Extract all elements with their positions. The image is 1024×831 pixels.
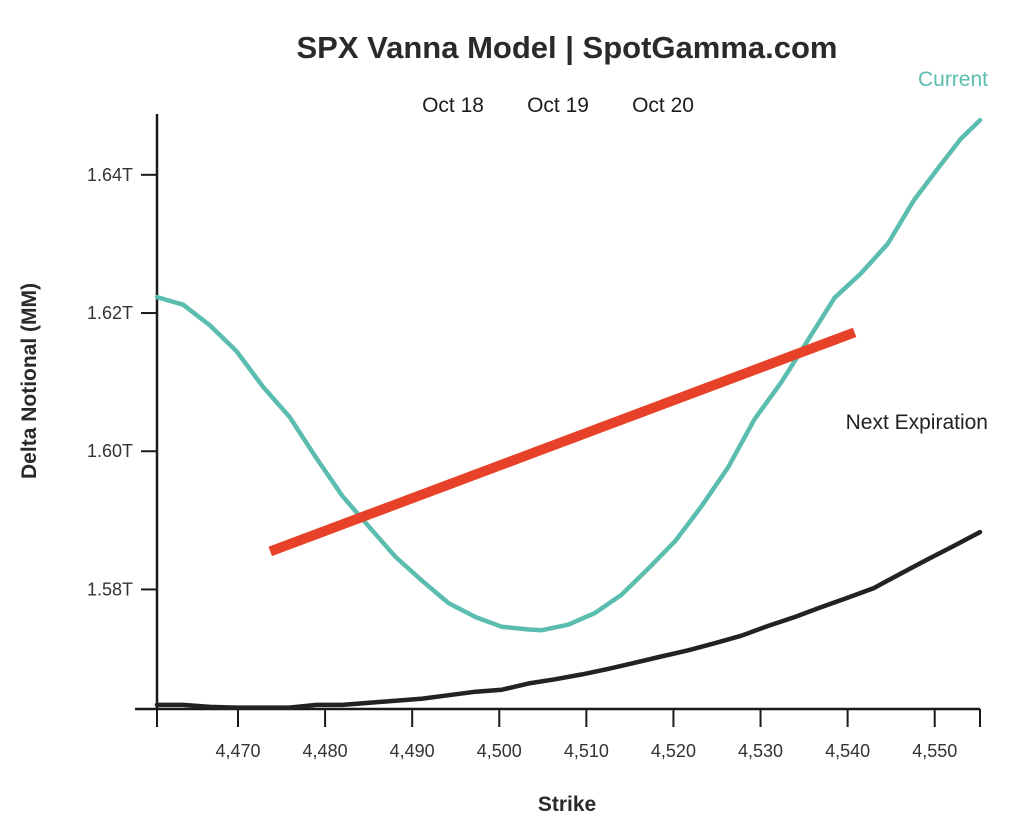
y-tick-label: 1.60T	[87, 441, 133, 461]
x-tick-label: 4,540	[825, 741, 870, 761]
x-axis-title: Strike	[538, 793, 596, 816]
series-current-line	[154, 117, 983, 633]
x-tick-label: 4,490	[390, 741, 435, 761]
x-tick-label: 4,530	[738, 741, 783, 761]
y-tick-label: 1.62T	[87, 303, 133, 323]
y-tick-label: 1.58T	[87, 579, 133, 599]
y-axis-ticks: 1.58T 1.60T 1.62T 1.64T	[87, 165, 157, 599]
series-label-current: Current	[918, 68, 988, 91]
x-axis-ticks: 4,470 4,480 4,490 4,500 4,510 4,520 4,530 4,540…	[156, 709, 981, 761]
x-tick-label: 4,550	[912, 741, 957, 761]
y-axis-title: Delta Notional (MM)	[18, 283, 41, 479]
y-tick-label: 1.64T	[87, 165, 133, 185]
plot-area	[154, 117, 983, 710]
x-tick-label: 4,510	[564, 741, 609, 761]
chart-title: SPX Vanna Model | SpotGamma.com	[297, 30, 838, 65]
x-tick-label: 4,500	[477, 741, 522, 761]
series-label-next-expiration: Next Expiration	[846, 411, 988, 434]
expiration-label-oct-20: Oct 20	[632, 94, 694, 117]
series-next-expiration-line	[154, 529, 983, 710]
expiration-label-oct-19: Oct 19	[527, 94, 589, 117]
x-tick-label: 4,470	[215, 741, 260, 761]
spot-price-line	[268, 327, 857, 557]
x-tick-label: 4,520	[651, 741, 696, 761]
expiration-label-oct-18: Oct 18	[422, 94, 484, 117]
x-tick-label: 4,480	[303, 741, 348, 761]
